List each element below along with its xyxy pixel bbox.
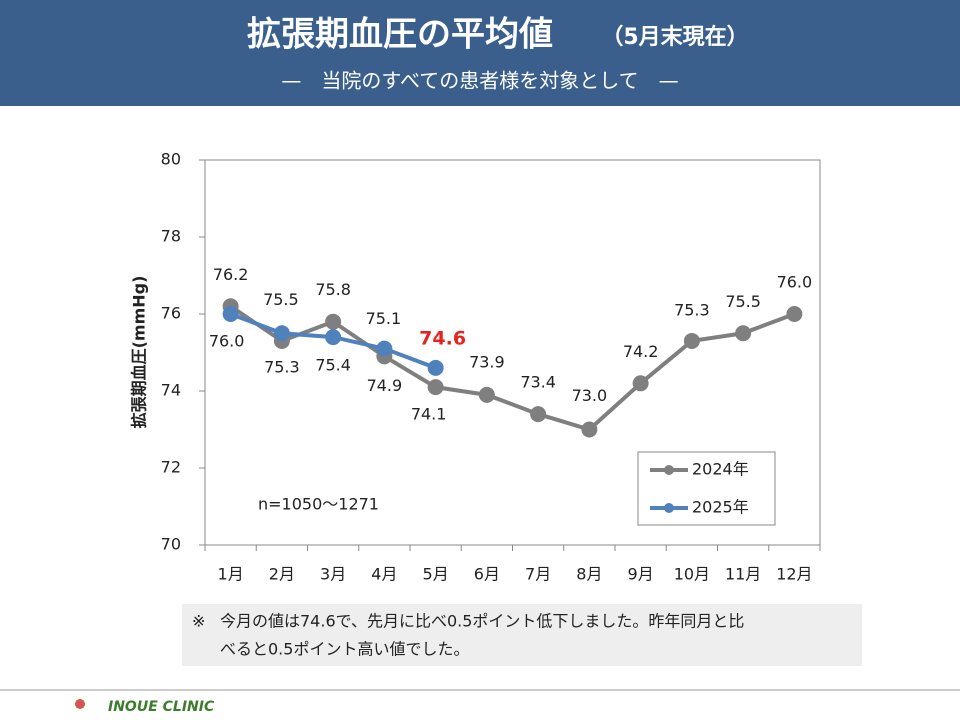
data-label: 75.3	[674, 300, 710, 319]
data-label: 73.4	[520, 373, 556, 392]
point	[376, 340, 393, 357]
note-line: べると0.5ポイント高い値でした。	[220, 640, 469, 659]
series-line	[229, 304, 796, 432]
y-tick-label: 78	[161, 227, 181, 246]
data-label: 74.9	[367, 376, 403, 395]
data-label: 73.0	[572, 386, 608, 405]
point	[581, 421, 598, 438]
legend-label: 2025年	[692, 498, 749, 517]
x-tick-label: 12月	[776, 565, 812, 584]
point	[632, 375, 649, 392]
x-tick-label: 3月	[320, 565, 346, 584]
y-tick-label: 74	[161, 381, 181, 400]
x-tick-label: 4月	[371, 565, 397, 584]
data-label: 75.5	[725, 292, 761, 311]
note-line: 今月の値は74.6で、先月に比べ0.5ポイント低下しました。昨年同月と比	[220, 612, 744, 631]
data-label: 76.0	[209, 332, 245, 351]
y-tick-label: 70	[161, 535, 181, 554]
x-tick-label: 11月	[725, 565, 761, 584]
logo	[75, 699, 85, 709]
data-label: 75.3	[264, 357, 300, 376]
point	[478, 386, 495, 403]
point	[222, 306, 239, 322]
legend-marker	[664, 503, 674, 513]
data-label: 73.9	[469, 352, 505, 371]
x-tick-label: 2月	[269, 565, 295, 584]
point	[683, 332, 700, 349]
x-tick-label: 10月	[674, 565, 710, 584]
point	[786, 306, 803, 322]
y-tick-label: 80	[161, 150, 181, 169]
subtitle: — 当院のすべての患者様を対象として —	[281, 69, 678, 93]
data-label: 74.2	[623, 342, 659, 361]
data-label: 76.0	[777, 273, 813, 292]
y-tick-label: 76	[161, 304, 181, 323]
point	[273, 325, 290, 342]
header-band	[0, 0, 960, 106]
y-axis-label: 拡張期血圧(mmHg)	[130, 276, 149, 429]
title-suffix: （5月末現在）	[601, 24, 748, 50]
legend-box	[637, 451, 776, 526]
point	[325, 329, 342, 346]
data-label: 75.1	[366, 309, 402, 328]
title: 拡張期血圧の平均値	[247, 15, 553, 55]
data-label: 75.8	[315, 280, 351, 299]
x-tick-label: 6月	[474, 565, 500, 584]
point	[325, 313, 342, 330]
note-mark: ※	[192, 612, 205, 631]
x-tick-label: 8月	[576, 565, 602, 584]
data-label: 74.6	[419, 327, 466, 349]
legend-label: 2024年	[692, 460, 749, 479]
x-tick-label: 1月	[218, 565, 244, 584]
clinic-name: INOUE CLINIC	[108, 699, 215, 715]
x-tick-label: 5月	[423, 565, 449, 584]
data-label: 75.4	[315, 356, 351, 375]
legend-marker	[664, 465, 674, 475]
x-tick-label: 7月	[525, 565, 551, 584]
point	[427, 359, 444, 376]
data-label: 74.1	[411, 405, 447, 424]
annotation: n=1050～1271	[258, 495, 379, 514]
data-label: 75.5	[263, 290, 299, 309]
y-tick-label: 72	[161, 458, 181, 477]
point	[735, 325, 752, 342]
point	[427, 379, 444, 396]
x-tick-label: 9月	[628, 565, 654, 584]
point	[530, 406, 547, 423]
note-box	[182, 604, 862, 666]
data-label: 76.2	[213, 265, 249, 284]
